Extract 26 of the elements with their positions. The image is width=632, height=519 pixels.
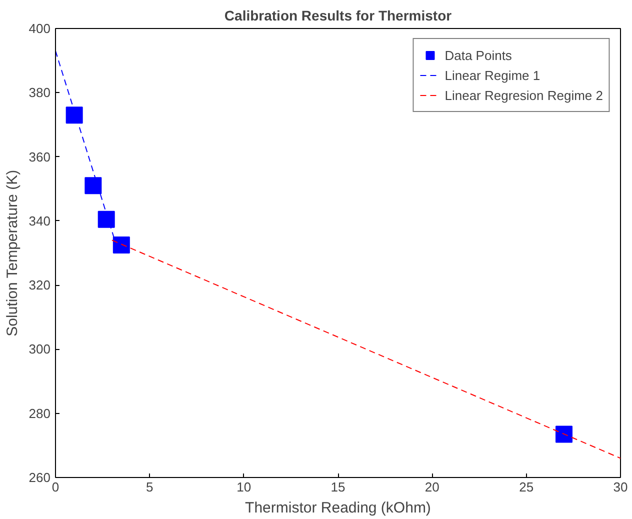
y-tick-label: 260	[28, 470, 51, 485]
x-tick-label: 10	[236, 480, 252, 494]
y-tick-label: 320	[28, 278, 51, 293]
y-tick-label: 360	[28, 149, 51, 164]
y-tick-label: 340	[28, 213, 51, 228]
point	[84, 177, 102, 194]
y-axis-title: Solution Temperature (K)	[4, 170, 21, 336]
x-tick-label: 0	[52, 480, 60, 494]
x-tick-label: 5	[146, 480, 154, 494]
x-tick-label: 30	[613, 480, 628, 494]
y-tick-label: 300	[28, 342, 51, 357]
x-tick-label: 20	[424, 480, 440, 494]
y-tick-label: 380	[28, 85, 51, 100]
point	[98, 210, 115, 228]
x-tick-label: 15	[330, 480, 346, 494]
y-tick-label: 400	[28, 21, 51, 36]
point	[112, 236, 130, 254]
y-tick-label: 280	[28, 406, 51, 421]
point	[556, 426, 572, 443]
chart-title: Calibration Results for Thermistor	[224, 8, 452, 24]
point	[66, 106, 83, 124]
x-tick-label: 25	[519, 480, 534, 494]
legend-label: Data Points	[444, 48, 512, 62]
legend-label: Linear Regresion Regime 2	[444, 88, 603, 102]
legend-label: Linear Regime 1	[444, 68, 540, 82]
x-axis-title: Thermistor Reading (kOhm)	[245, 500, 431, 516]
